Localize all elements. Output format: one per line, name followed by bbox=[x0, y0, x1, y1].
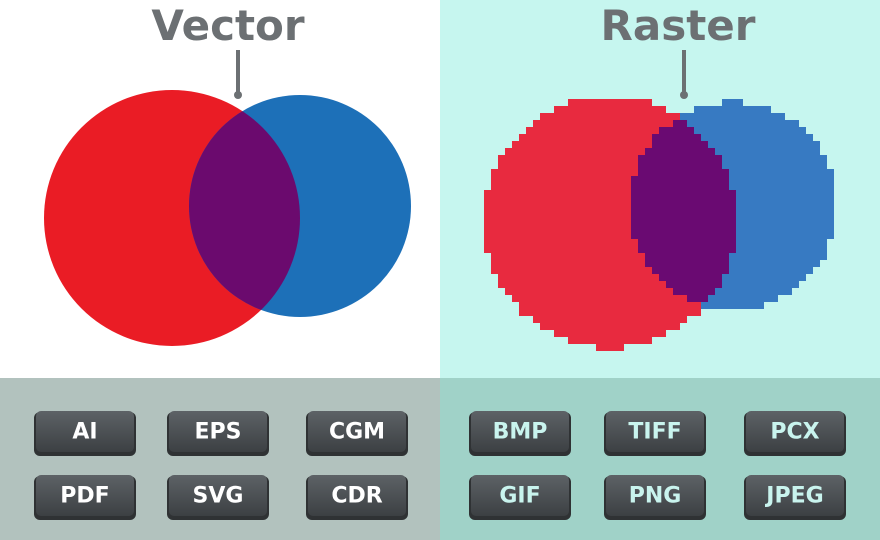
raster-overlap bbox=[631, 120, 736, 302]
format-button-face bbox=[36, 411, 134, 452]
pointer-dot bbox=[680, 91, 688, 99]
format-label: PDF bbox=[60, 484, 109, 509]
raster-red bbox=[484, 99, 701, 351]
format-button-face bbox=[606, 411, 704, 452]
format-button-face bbox=[471, 411, 569, 452]
format-button-face bbox=[746, 411, 844, 452]
format-button-face bbox=[606, 475, 704, 516]
raster-title: Raster bbox=[601, 1, 756, 50]
format-button-face bbox=[308, 475, 406, 516]
format-button-face bbox=[169, 411, 267, 452]
overlap bbox=[189, 95, 300, 317]
format-button-face bbox=[471, 475, 569, 516]
format-label: TIFF bbox=[628, 420, 681, 445]
format-button-face bbox=[36, 475, 134, 516]
format-label: CDR bbox=[331, 484, 382, 509]
raster-circles bbox=[484, 99, 834, 351]
format-button-face bbox=[169, 475, 267, 516]
format-button-face bbox=[746, 475, 844, 516]
format-label: GIF bbox=[499, 484, 540, 509]
format-label: AI bbox=[72, 420, 97, 445]
format-label: PNG bbox=[629, 484, 682, 509]
format-label: JPEG bbox=[764, 484, 823, 509]
raster-blue bbox=[680, 99, 834, 309]
format-label: CGM bbox=[329, 420, 385, 445]
format-button-face bbox=[308, 411, 406, 452]
format-label: SVG bbox=[193, 484, 244, 509]
format-label: PCX bbox=[770, 420, 819, 445]
pointer-dot bbox=[234, 91, 242, 99]
format-buttons: AI EPS CGM PDF SVG CDR BMP TIFF PCX GIF PNG JPEG bbox=[34, 411, 846, 520]
vector-title: Vector bbox=[151, 1, 305, 50]
format-label: BMP bbox=[493, 420, 548, 445]
format-label: EPS bbox=[195, 420, 242, 445]
